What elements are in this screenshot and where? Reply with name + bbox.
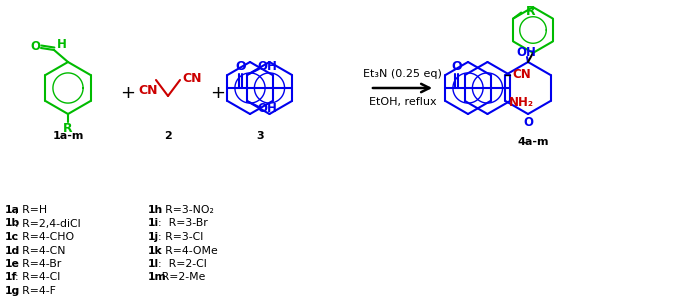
Text: 1a-m: 1a-m <box>52 131 84 141</box>
Text: 3: 3 <box>256 131 264 141</box>
Text: 1f: 1f <box>5 272 17 283</box>
Text: 1b: 1b <box>5 219 21 228</box>
Text: :R=2-Me: :R=2-Me <box>158 272 206 283</box>
Text: : R=4-OMe: : R=4-OMe <box>158 245 218 256</box>
Text: OH: OH <box>257 103 277 115</box>
Text: H: H <box>57 39 67 51</box>
Text: 1h: 1h <box>148 205 163 215</box>
Text: : R=4-Cl: : R=4-Cl <box>15 272 61 283</box>
Text: NH₂: NH₂ <box>509 97 534 109</box>
Text: 1c: 1c <box>5 232 19 242</box>
Text: : R=2,4-diCl: : R=2,4-diCl <box>15 219 81 228</box>
Text: 1l: 1l <box>148 259 159 269</box>
Text: CN: CN <box>512 68 531 82</box>
Text: 1g: 1g <box>5 286 21 296</box>
Text: OH: OH <box>516 45 536 59</box>
Text: 1k: 1k <box>148 245 162 256</box>
Text: R: R <box>525 5 535 18</box>
Text: CN: CN <box>182 71 202 85</box>
Text: 1i: 1i <box>148 219 159 228</box>
Text: 1j: 1j <box>148 232 159 242</box>
Text: 1d: 1d <box>5 245 21 256</box>
Text: +: + <box>121 84 136 102</box>
Text: ; R=H: ; R=H <box>15 205 47 215</box>
Text: +: + <box>210 84 225 102</box>
Text: : R=4-Br: : R=4-Br <box>15 259 62 269</box>
Text: :  R=3-Br: : R=3-Br <box>158 219 208 228</box>
Text: : R=4-CHO: : R=4-CHO <box>15 232 75 242</box>
Text: 2: 2 <box>164 131 172 141</box>
Text: O: O <box>30 40 40 54</box>
Text: :  R=2-Cl: : R=2-Cl <box>158 259 207 269</box>
Text: R: R <box>63 123 73 135</box>
Text: CN: CN <box>138 83 158 97</box>
Text: O: O <box>523 117 533 129</box>
Text: O: O <box>451 60 462 72</box>
Text: OH: OH <box>257 60 277 74</box>
Text: : R=3-NO₂: : R=3-NO₂ <box>158 205 214 215</box>
Text: 1m: 1m <box>148 272 166 283</box>
Text: : R=3-Cl: : R=3-Cl <box>158 232 203 242</box>
Text: 1a: 1a <box>5 205 20 215</box>
Text: Et₃N (0.25 eq): Et₃N (0.25 eq) <box>363 69 442 79</box>
Text: 4a-m: 4a-m <box>517 137 549 147</box>
Text: ; R=4-F: ; R=4-F <box>15 286 56 296</box>
Text: EtOH, reflux: EtOH, reflux <box>369 97 436 107</box>
Text: O: O <box>235 60 246 72</box>
Text: : R=4-CN: : R=4-CN <box>15 245 66 256</box>
Text: 1e: 1e <box>5 259 20 269</box>
